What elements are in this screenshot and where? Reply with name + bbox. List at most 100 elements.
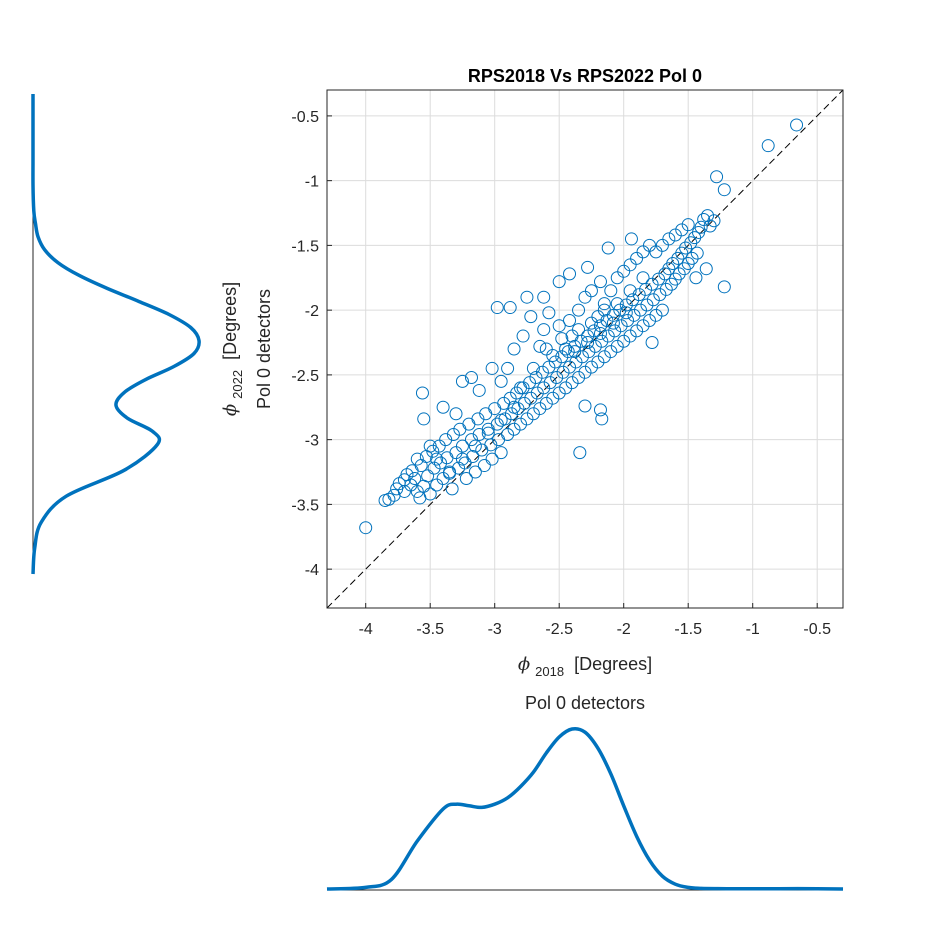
scatter-point-209 (526, 361, 540, 375)
scatter-point-217 (430, 452, 444, 466)
scatter-point-159 (593, 275, 607, 289)
scatter-point-188 (572, 303, 586, 317)
scatter-point-53 (503, 391, 517, 405)
scatter-point-186 (542, 306, 556, 320)
scatter-point-16 (423, 487, 437, 501)
scatter-point-63 (524, 391, 538, 405)
left-density-plot (31, 94, 201, 575)
y-axis-label-line2: Pol 0 detectors (254, 289, 274, 409)
scatter-point-160 (552, 275, 566, 289)
scatter-point-165 (524, 310, 538, 324)
scatter-point-82 (565, 376, 579, 390)
scatter-point-71 (542, 360, 556, 374)
scatter-point-228 (555, 332, 569, 346)
x-axis-subscript: 2018 (535, 664, 564, 679)
x-tick-label-1: -3.5 (416, 621, 444, 638)
scatter-point-231 (593, 326, 607, 340)
scatter-point-97 (597, 350, 611, 364)
bottom-density-curve (326, 726, 844, 891)
scatter-point-147 (710, 170, 724, 184)
scatter-point-92 (587, 324, 601, 338)
x-tick-label-5: -1.5 (674, 621, 702, 638)
scatter-point-227 (636, 271, 650, 285)
scatter-point-58 (514, 417, 527, 431)
scatter-point-169 (501, 361, 515, 375)
scatter-point-64 (526, 407, 540, 421)
scatter-point-221 (397, 484, 411, 498)
scatter-point-223 (584, 316, 598, 330)
scatter-point-35 (464, 433, 478, 447)
scatter-point-167 (552, 319, 566, 333)
scatter-point-41 (477, 459, 491, 473)
scatter-point-171 (533, 339, 547, 353)
y-tick-label-6: -3.5 (291, 497, 319, 514)
scatter-point-138 (685, 251, 699, 265)
scatter-point-27 (446, 427, 460, 441)
scatter-point-47 (490, 417, 504, 431)
scatter-point-76 (552, 386, 566, 400)
scatter-point-161 (537, 290, 551, 304)
scatter-point-219 (410, 452, 424, 466)
scatter-point-83 (568, 339, 582, 353)
y-axis-symbol: ϕ (220, 404, 241, 416)
scatter-point-170 (516, 329, 530, 343)
scatter-point-144 (701, 209, 715, 223)
scatter-point-75 (550, 370, 564, 384)
scatter-point-38 (471, 412, 485, 426)
x-ticks: -4 -3.5 -3 -2.5 -2 -1.5 -1 -0.5 (359, 603, 831, 638)
scatter-point-9 (408, 472, 422, 485)
y-tick-label-0: -0.5 (291, 109, 319, 126)
scatter-point-115 (636, 319, 650, 333)
scatter-point-26 (445, 482, 459, 496)
scatter-point-52 (501, 427, 515, 441)
scatter-point-224 (597, 303, 611, 317)
scatter-point-175 (595, 412, 609, 426)
scatter-point-126 (659, 282, 673, 296)
scatter-point-77 (555, 350, 569, 364)
y-axis-label-line1: ϕ 2022 [Degrees] (220, 282, 246, 416)
scatter-point-156 (601, 241, 615, 255)
scatter-point-226 (623, 284, 637, 298)
scatter-point-98 (600, 314, 614, 328)
scatter-point-213 (481, 426, 495, 440)
scatter-point-180 (455, 374, 469, 388)
scatter-point-23 (439, 433, 453, 447)
x-axis-unit: [Degrees] (574, 654, 652, 674)
scatter-point-195 (604, 284, 618, 298)
scatter-point-158 (563, 267, 577, 281)
scatter-point-68 (535, 365, 549, 379)
scatter-point-123 (653, 288, 667, 302)
scatter-point-218 (423, 439, 437, 453)
scatter-point-181 (464, 370, 478, 384)
scatter-point-65 (529, 370, 543, 384)
scatter-point-89 (581, 329, 595, 343)
scatter-point-163 (503, 301, 517, 315)
scatter-points (359, 118, 804, 535)
scatter-point-211 (507, 400, 521, 414)
reference-line (326, 89, 844, 609)
scatter-point-230 (581, 336, 595, 350)
scatter-point-120 (646, 293, 660, 307)
scatter-point-93 (588, 339, 602, 353)
scatter-point-140 (690, 246, 704, 260)
scatter-point-132 (672, 267, 686, 281)
scatter-point-184 (472, 383, 486, 397)
scatter-point-190 (584, 284, 598, 298)
scatter-point-157 (581, 260, 595, 274)
scatter-point-122 (652, 272, 666, 286)
scatter-point-104 (613, 303, 627, 317)
scatter-point-79 (559, 381, 573, 395)
y-tick-label-3: -2 (305, 303, 319, 320)
x-tick-label-3: -2.5 (545, 621, 573, 638)
scatter-point-107 (619, 298, 633, 312)
scatter-point-102 (608, 324, 622, 338)
scatter-point-70 (539, 396, 553, 410)
bottom-density-title: Pol 0 detectors (525, 693, 645, 713)
scatter-point-59 (516, 381, 530, 395)
x-axis-label: ϕ 2018 [Degrees] (518, 654, 652, 680)
scatter-point-90 (582, 345, 596, 359)
scatter-point-119 (645, 277, 659, 291)
scatter-point-146 (707, 214, 721, 228)
scatter-point-179 (436, 400, 450, 414)
scatter-point-0 (359, 521, 373, 535)
